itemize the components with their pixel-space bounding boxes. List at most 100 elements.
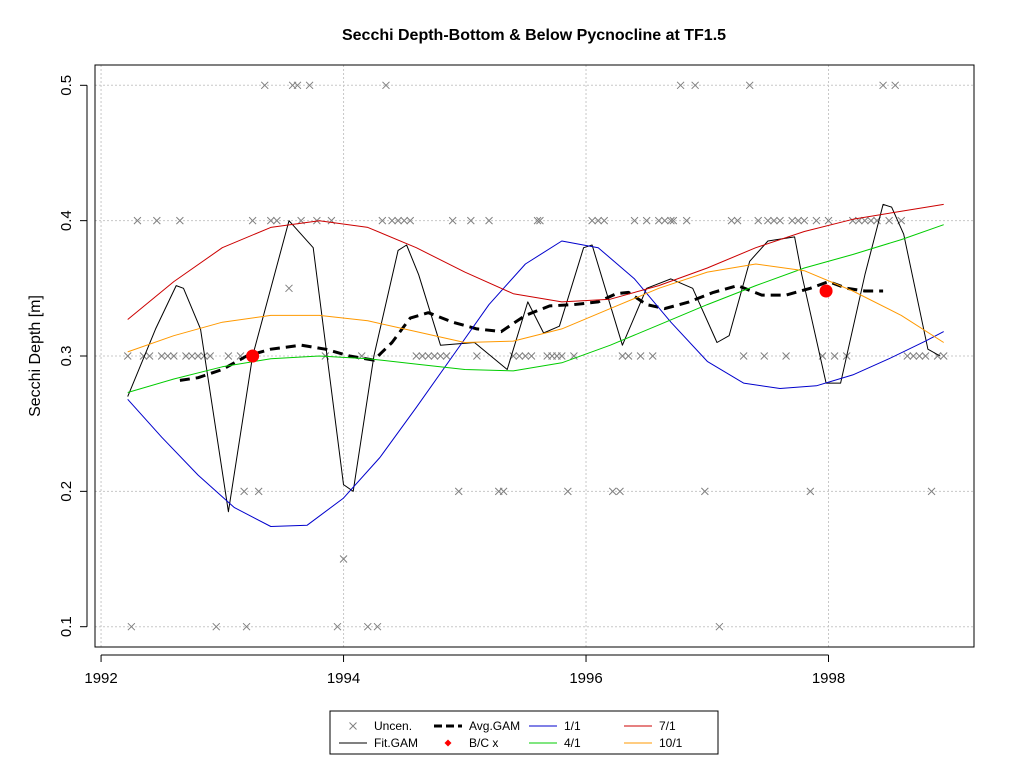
uncen-point <box>339 555 348 563</box>
uncen-point <box>630 216 639 225</box>
uncen-point <box>624 352 633 360</box>
uncen-point <box>733 216 742 225</box>
uncen-point <box>927 487 936 496</box>
uncen-point <box>848 216 857 225</box>
uncen-point <box>157 352 166 360</box>
uncen-point <box>378 216 387 225</box>
uncen-point <box>648 352 657 360</box>
series-line-4-1 <box>127 224 944 393</box>
uncen-point <box>608 487 617 496</box>
uncen-point <box>206 352 215 360</box>
uncen-point <box>412 352 421 360</box>
y-axis-label: Secchi Depth [m] <box>27 295 44 417</box>
uncen-point <box>794 216 803 225</box>
uncen-point <box>448 216 457 225</box>
uncen-point <box>691 81 699 90</box>
uncen-point <box>182 352 190 360</box>
bc-point <box>819 284 833 298</box>
series-line-1-1 <box>127 240 944 527</box>
uncen-point <box>660 216 669 225</box>
grid <box>95 65 974 647</box>
uncen-point <box>163 352 172 360</box>
legend-item-uncen-: Uncen. <box>349 719 412 733</box>
uncen-point <box>400 216 409 225</box>
uncen-point <box>921 352 930 360</box>
uncen-point <box>667 216 675 225</box>
series-lines <box>127 203 944 527</box>
bc-point <box>246 349 260 363</box>
uncen-point <box>260 81 269 90</box>
uncen-point <box>700 487 709 496</box>
uncen-point <box>616 487 624 496</box>
legend-item-fit-gam: Fit.GAM <box>339 736 418 750</box>
uncen-point <box>418 352 427 360</box>
uncen-point <box>636 352 645 360</box>
uncen-point <box>436 352 445 360</box>
legend-label: 4/1 <box>564 736 581 750</box>
uncen-point <box>533 216 542 225</box>
uncen-point <box>200 352 208 360</box>
x-tick-label: 1994 <box>327 670 360 687</box>
uncen-point <box>536 216 544 225</box>
uncen-point <box>240 487 248 496</box>
uncen-point <box>521 352 530 360</box>
uncen-point <box>388 216 396 225</box>
uncen-point <box>830 352 839 360</box>
bc-points <box>246 284 833 363</box>
series-line-10-1 <box>127 263 944 353</box>
uncen-point <box>867 216 875 225</box>
series-line-fit-gam <box>127 203 941 513</box>
x-axis: 1992 1994 1996 1998 <box>84 654 845 687</box>
legend-swatch <box>349 722 357 730</box>
uncen-point <box>515 352 524 360</box>
legend-box <box>329 710 719 755</box>
uncen-point <box>473 352 481 360</box>
uncen-point <box>194 352 202 360</box>
uncen-point <box>133 216 142 225</box>
uncen-point <box>642 216 651 225</box>
y-tick-label: 0.5 <box>58 75 75 96</box>
uncen-point <box>669 216 678 225</box>
uncen-point <box>123 352 132 360</box>
uncen-point <box>594 216 603 225</box>
uncen-point <box>754 216 763 225</box>
uncen-point <box>466 216 475 225</box>
uncen-point <box>394 216 402 225</box>
uncen-point <box>266 216 275 225</box>
uncen-point <box>254 487 263 496</box>
uncen-point <box>939 352 948 360</box>
legend-item-1-1: 1/1 <box>529 719 581 733</box>
uncen-point <box>373 622 382 631</box>
uncen-point <box>454 487 463 496</box>
uncen-point <box>782 352 790 360</box>
uncen-point <box>406 216 415 225</box>
uncen-point <box>305 81 314 90</box>
legend-item-10-1: 10/1 <box>624 736 683 750</box>
uncensored-points <box>123 81 948 631</box>
uncen-point <box>812 216 821 225</box>
uncen-point <box>806 487 815 496</box>
uncen-point <box>915 352 924 360</box>
uncen-point <box>382 81 390 90</box>
uncen-point <box>176 216 184 225</box>
uncen-point <box>485 216 493 225</box>
uncen-point <box>682 216 691 225</box>
legend-label: Fit.GAM <box>374 736 418 750</box>
uncen-point <box>715 622 724 631</box>
y-tick-label: 0.4 <box>58 210 75 231</box>
x-tick-label: 1992 <box>84 670 117 687</box>
uncen-point <box>145 352 154 360</box>
legend-swatch <box>444 739 452 747</box>
legend-item-4-1: 4/1 <box>529 736 581 750</box>
legend-item-b-c-x: B/C x <box>444 736 498 750</box>
uncen-point <box>885 216 893 225</box>
y-tick-label: 0.1 <box>58 616 75 637</box>
legend-label: 1/1 <box>564 719 581 733</box>
uncen-point <box>745 81 754 90</box>
x-tick-label: 1996 <box>569 670 602 687</box>
chart-title: Secchi Depth-Bottom & Below Pycnocline a… <box>342 27 726 44</box>
legend-label: 7/1 <box>659 719 676 733</box>
uncen-point <box>588 216 596 225</box>
y-axis: 0.1 0.2 0.3 0.4 0.5 <box>58 75 88 637</box>
